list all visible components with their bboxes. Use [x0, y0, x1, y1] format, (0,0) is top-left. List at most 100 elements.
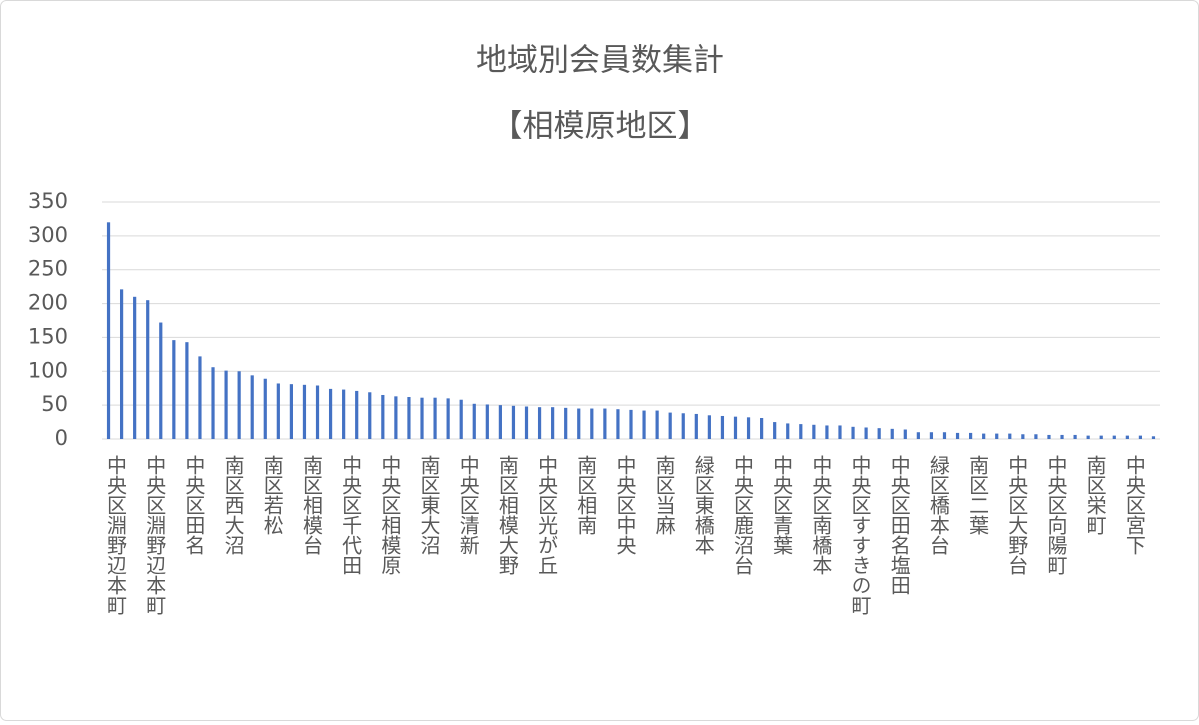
bar: [1073, 434, 1077, 439]
bar: [224, 370, 228, 439]
x-tick-label: 中央区青葉: [770, 455, 794, 555]
bar: [995, 433, 999, 439]
bar: [394, 396, 398, 439]
bar: [929, 432, 934, 439]
x-tick-label: 中央区淵野辺本町: [143, 455, 167, 615]
bar: [198, 356, 202, 439]
bar: [119, 289, 124, 439]
bar: [1008, 433, 1012, 439]
bar: [1034, 434, 1038, 439]
bar: [185, 342, 189, 439]
y-tick-label: 150: [28, 324, 68, 348]
bar: [1151, 436, 1156, 439]
x-tick-label: 中央区向陽町: [1044, 455, 1068, 575]
bar: [433, 397, 437, 439]
x-tick-label: 南区西大沼: [221, 455, 245, 555]
chart-subtitle: 【相模原地区】: [492, 109, 709, 145]
bar: [146, 300, 150, 439]
x-tick-label: 中央区大野台: [1005, 455, 1029, 575]
bar: [642, 410, 646, 439]
bar: [159, 322, 163, 439]
bar: [237, 371, 241, 439]
x-tick-label: 南区若松: [260, 455, 284, 535]
bar: [890, 428, 894, 439]
x-tick-label: 中央区淵野辺本町: [104, 455, 128, 615]
bar: [459, 399, 463, 439]
bar: [955, 432, 960, 439]
bar: [472, 403, 476, 439]
bar: [263, 378, 267, 439]
x-tick-label: 南区二葉: [966, 455, 990, 535]
x-tick-label: 南区栄町: [1083, 455, 1107, 535]
y-tick-label: 100: [28, 358, 68, 382]
bar: [746, 417, 751, 439]
bar: [342, 389, 346, 439]
x-tick-label: 中央区清新: [456, 455, 480, 555]
bar: [838, 425, 842, 439]
bar: [446, 398, 450, 439]
bar: [707, 415, 711, 439]
y-tick-label: 0: [55, 426, 68, 450]
bar: [590, 408, 594, 439]
bar: [172, 340, 176, 439]
bar: [420, 397, 424, 439]
bar: [1047, 434, 1051, 439]
bar: [1099, 435, 1103, 439]
bar: [315, 385, 320, 439]
bar: [289, 384, 293, 439]
bar: [1138, 435, 1143, 439]
x-tick-label: 南区相模大野: [495, 455, 519, 575]
bar: [551, 407, 555, 439]
bar: [694, 413, 698, 439]
bar: [616, 409, 620, 439]
bar: [681, 413, 685, 439]
x-tick-label: 南区相模台: [299, 455, 323, 555]
bar: [603, 408, 607, 439]
bar: [916, 432, 920, 439]
bar: [629, 409, 633, 439]
bar: [355, 390, 359, 439]
x-tick-label: 中央区光が丘: [535, 455, 559, 575]
x-tick-label: 中央区南橋本: [809, 455, 833, 575]
bar: [720, 415, 725, 439]
bar: [564, 407, 568, 439]
y-tick-label: 50: [41, 392, 68, 416]
bar: [864, 427, 868, 439]
x-tick-label: 中央区田名: [182, 455, 206, 555]
bar: [1086, 435, 1090, 439]
bar: [786, 423, 790, 439]
x-tick-label: 中央区相模原: [378, 455, 402, 575]
bar: [969, 432, 973, 439]
x-tick-label: 南区東大沼: [417, 455, 441, 555]
bar: [407, 397, 411, 439]
bar: [773, 422, 777, 439]
x-tick-label: 中央区宮下: [1122, 455, 1146, 555]
bar: [250, 375, 254, 439]
x-tick-label: 南区相南: [574, 455, 598, 535]
bar: [511, 405, 516, 439]
bar: [133, 296, 137, 439]
bar: [577, 408, 581, 439]
x-tick-label: 中央区田名塩田: [887, 455, 911, 595]
bar: [498, 405, 502, 439]
bar: [733, 416, 738, 439]
bar: [524, 406, 529, 439]
x-tick-label: 中央区すすきの町: [848, 455, 872, 615]
chart-title: 地域別会員数集計: [476, 43, 724, 79]
bar: [760, 418, 764, 439]
x-tick-label: 南区当麻: [652, 455, 676, 535]
bar: [942, 432, 947, 439]
bar: [211, 367, 215, 439]
bar: [1060, 434, 1064, 439]
x-tick-label: 緑区橋本台: [926, 455, 950, 555]
bar: [851, 426, 855, 439]
y-tick-label: 300: [28, 223, 68, 247]
bar: [825, 425, 829, 439]
bar: [1021, 434, 1025, 439]
bar: [655, 410, 659, 439]
bar: [328, 388, 333, 439]
bar: [537, 407, 542, 439]
bar: [1125, 435, 1129, 439]
bar: [485, 404, 489, 439]
